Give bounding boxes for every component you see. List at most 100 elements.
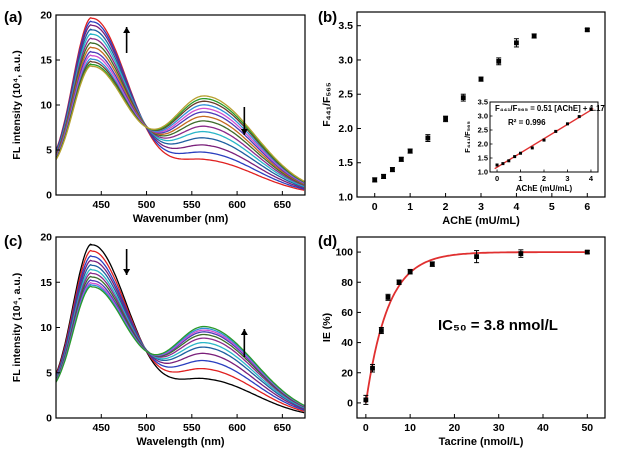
spectrum-line-8 (55, 275, 305, 407)
data-point (429, 261, 435, 267)
y-tick-label: 0 (347, 397, 353, 409)
spectrum-line-11 (55, 283, 305, 407)
y-axis-label: IE (%) (321, 313, 333, 342)
x-tick-label: 650 (274, 422, 292, 434)
x-tick-label: 0 (372, 201, 378, 213)
y-tick-label: 40 (341, 337, 353, 349)
x-tick-label: 0 (363, 422, 369, 434)
y-tick-label: 100 (335, 247, 353, 259)
data-point (396, 279, 402, 285)
data-point (474, 254, 479, 260)
panel-label: (b) (318, 9, 337, 26)
data-point (531, 33, 537, 39)
y-tick-label: 20 (40, 232, 52, 244)
scatter-group-b (372, 27, 590, 183)
spectrum-line-14 (55, 65, 305, 182)
inset-data-point (577, 115, 581, 119)
data-point (407, 269, 413, 275)
x-tick-label: 600 (228, 199, 246, 211)
y-tick-label: 2.0 (338, 123, 353, 135)
inset-y-axis-label: F₄₄₁/F₅₆₅ (463, 121, 472, 153)
data-point (584, 27, 590, 33)
spectrum-line-9 (55, 50, 305, 185)
data-point (407, 148, 413, 154)
plot-frame-4 (356, 236, 606, 419)
inset-data-point (589, 107, 593, 111)
inset-y-tick-label: 1.5 (478, 154, 488, 163)
trend-arrowhead-3 (240, 329, 248, 335)
plot-frame-1 (55, 14, 306, 196)
y-tick-label: 1.0 (338, 192, 353, 204)
data-point (372, 177, 378, 183)
data-point (378, 328, 384, 333)
y-tick-label: 0 (46, 413, 52, 425)
trend-arrowhead-3 (123, 269, 131, 275)
x-tick-label: 450 (93, 422, 111, 434)
spectrum-line-4 (55, 259, 305, 410)
ic50-annotation: IC₅₀ = 3.8 nmol/L (438, 317, 558, 334)
trend-arrowhead-1 (123, 27, 131, 33)
x-tick-label: 500 (138, 199, 156, 211)
x-tick-label: 600 (228, 422, 246, 434)
inset-x-tick-label: 4 (589, 174, 594, 183)
x-tick-label: 2 (443, 201, 449, 213)
plot-frame-3 (55, 236, 306, 419)
x-tick-label: 6 (584, 201, 590, 213)
spectrum-line-7 (55, 41, 305, 186)
spectrum-line-2 (55, 20, 305, 190)
data-point (385, 294, 391, 300)
spectrum-line-6 (55, 268, 305, 409)
inset-data-point (495, 163, 499, 167)
inset-x-tick-label: 2 (542, 174, 546, 183)
inset-data-point (542, 138, 546, 142)
trend-arrowhead-1 (240, 129, 248, 135)
data-point (381, 174, 386, 179)
inset-x-tick-label: 3 (565, 174, 569, 183)
data-point (425, 135, 431, 141)
spectrum-line-10 (55, 54, 305, 184)
spectrum-line-12 (55, 285, 305, 406)
y-axis-label: FL intensity (10⁴, a.u.) (11, 273, 23, 382)
inset-y-tick-label: 3.0 (478, 112, 488, 121)
spectra-group-1 (55, 17, 305, 191)
x-tick-label: 1 (407, 201, 413, 213)
data-point (443, 116, 448, 122)
panel-label: (c) (4, 233, 22, 250)
x-axis-label: Wavelength (nm) (136, 436, 225, 448)
y-tick-label: 1.5 (338, 157, 353, 169)
y-tick-label: 20 (40, 10, 52, 22)
y-tick-label: 2.5 (338, 89, 353, 101)
spectrum-line-2 (55, 249, 305, 412)
x-tick-label: 550 (183, 422, 201, 434)
y-tick-label: 60 (341, 307, 353, 319)
x-tick-label: 500 (138, 422, 156, 434)
spectrum-line-6 (55, 37, 305, 187)
spectrum-line-13 (55, 63, 305, 183)
scatter-group-d (363, 249, 590, 405)
data-point (496, 58, 502, 64)
spectrum-line-5 (55, 264, 305, 409)
x-tick-label: 650 (274, 199, 292, 211)
data-point (390, 167, 395, 172)
inset-data-point (501, 162, 505, 166)
spectrum-line-3 (55, 255, 305, 411)
panel-label: (a) (4, 9, 22, 26)
y-tick-label: 0 (46, 190, 52, 202)
y-tick-label: 10 (40, 100, 52, 112)
spectrum-line-1 (55, 243, 305, 414)
spectrum-line-11 (55, 57, 305, 184)
x-tick-label: 550 (183, 199, 201, 211)
fit-equation: F₄₄₁/F₅₆₅ = 0.51 [AChE] + 1.17 (495, 104, 605, 113)
panel-label: (d) (318, 233, 337, 250)
x-tick-label: 30 (493, 422, 505, 434)
y-tick-label: 80 (341, 277, 353, 289)
inset-y-tick-label: 3.5 (478, 98, 488, 107)
spectrum-line-4 (55, 28, 305, 188)
y-tick-label: 3.5 (338, 20, 353, 32)
x-tick-label: 40 (537, 422, 549, 434)
spectrum-line-12 (55, 60, 305, 183)
fit-r-squared: R² = 0.996 (508, 118, 546, 127)
inset-data-point (507, 159, 511, 163)
inset-x-tick-label: 0 (495, 174, 499, 183)
x-tick-label: 20 (449, 422, 461, 434)
